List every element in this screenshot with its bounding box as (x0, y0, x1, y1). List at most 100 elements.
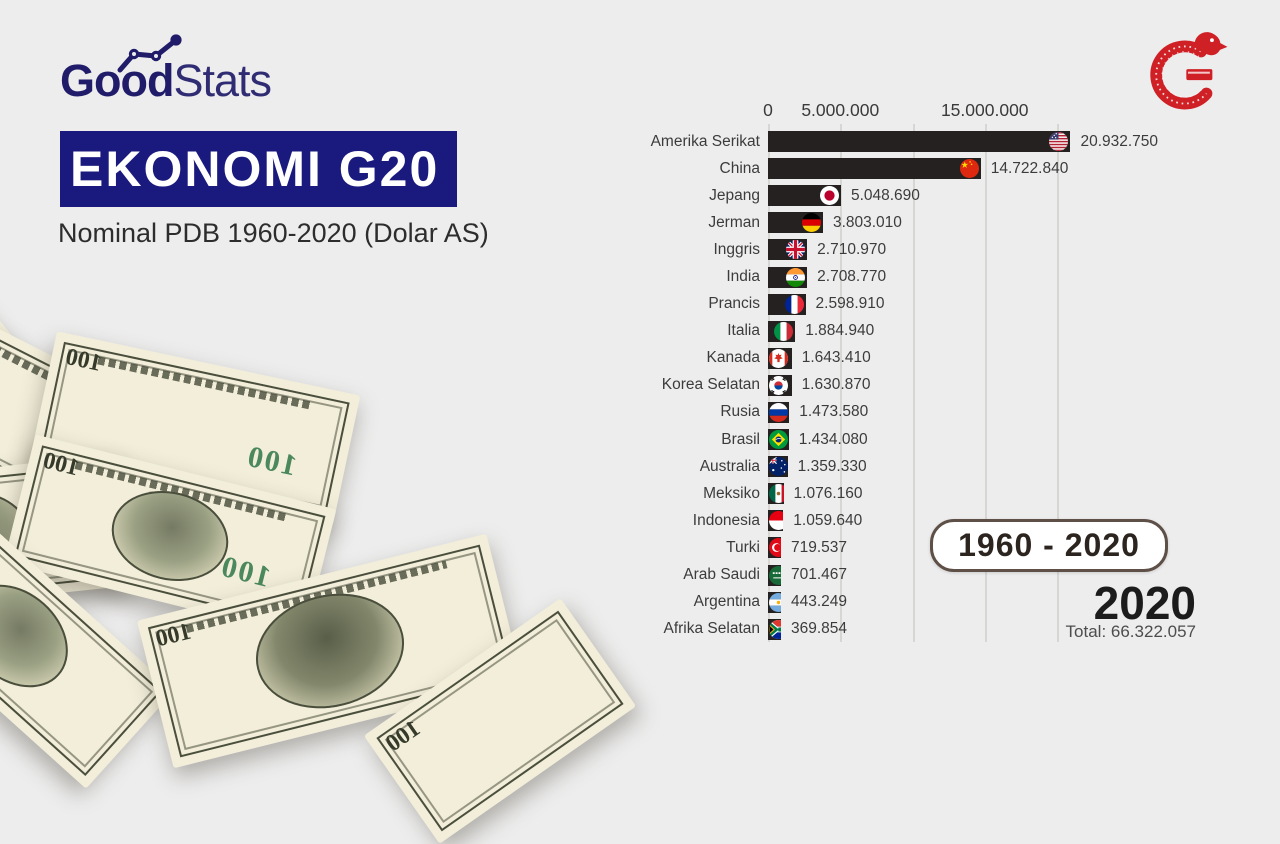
bar-prancis (768, 293, 806, 315)
dollar-bill: 100 100 (3, 434, 337, 638)
country-label: Jepang (709, 186, 760, 204)
flag-inggris-icon (786, 240, 806, 260)
value-label: 14.722.840 (990, 159, 1069, 177)
value-label: 701.467 (791, 566, 848, 584)
value-label: 1.059.640 (793, 511, 863, 529)
bar-row-brasil: Brasil 1.434.080 (560, 426, 1250, 453)
value-label: 3.803.010 (832, 213, 902, 231)
value-label: 5.048.690 (850, 186, 920, 204)
bar-row-prancis: Prancis 2.598.910 (560, 291, 1250, 318)
country-label: Korea Selatan (661, 376, 760, 394)
dollar-bill: 100 (0, 454, 132, 618)
axis-tick-label: 15.000.000 (940, 100, 1029, 120)
logo-text-light: Stats (173, 55, 272, 106)
country-label: Brasil (721, 430, 760, 448)
bar-row-argentina: Argentina 443.249 (560, 589, 1250, 616)
gridline (912, 124, 915, 642)
dollar-bill: 100 100 (29, 331, 361, 525)
bar-row-kanada: Kanada 1.643.410 (560, 345, 1250, 372)
country-label: India (726, 268, 760, 286)
goodstats-logo: GoodStats (60, 55, 272, 106)
bar-afrika-selatan (768, 618, 781, 640)
bar-amerika-serikat (768, 131, 1071, 153)
bill-denomination: 100 (94, 459, 156, 512)
bar-row-australia: Australia 1.359.330 (560, 453, 1250, 480)
bar-india (768, 266, 808, 288)
bar-argentina (768, 591, 781, 613)
value-label: 1.884.940 (805, 322, 875, 340)
bill-denomination: 100 (77, 552, 117, 582)
bar-row-india: India 2.708.770 (560, 263, 1250, 290)
bar-jepang (768, 185, 841, 207)
gridline (840, 124, 843, 642)
flag-turki-icon (769, 538, 781, 558)
bar-row-meksiko: Meksiko 1.076.160 (560, 480, 1250, 507)
flag-amerika-serikat-icon (1049, 132, 1069, 152)
country-label: Kanada (706, 349, 760, 367)
value-label: 1.473.580 (799, 403, 869, 421)
bill-denomination: 100 (63, 343, 104, 377)
dollar-bill: 100 100 (0, 304, 229, 564)
flag-china-icon (959, 159, 979, 179)
value-label: 369.854 (791, 620, 848, 638)
value-label: 2.708.770 (817, 268, 887, 286)
value-label: 1.359.330 (797, 457, 867, 475)
country-label: Afrika Selatan (663, 620, 761, 638)
flag-jerman-icon (801, 213, 821, 233)
current-year: 2020 (1093, 577, 1196, 629)
flag-italia-icon (774, 321, 794, 341)
dollar-bill: 100 (0, 483, 175, 789)
bar-row-korea-selatan: Korea Selatan 1.630.870 (560, 372, 1250, 399)
country-label: Inggris (713, 240, 760, 258)
bar-row-amerika-serikat: Amerika Serikat 20.932.750 (560, 128, 1250, 155)
bar-indonesia (768, 510, 784, 532)
bill-denomination: 100 (466, 650, 508, 685)
value-label: 1.643.410 (801, 349, 871, 367)
logo-text-bold: Good (60, 55, 174, 106)
bar-row-jerman: Jerman 3.803.010 (560, 209, 1250, 236)
trend-line-icon (117, 34, 182, 73)
bar-jerman (768, 212, 823, 234)
bar-row-china: China 14.722.840 (560, 155, 1250, 182)
flag-brasil-icon (769, 430, 788, 450)
garuda-g-logo-icon (1150, 32, 1228, 110)
value-label: 2.598.910 (815, 295, 885, 313)
bill-denomination: 100 (0, 497, 38, 543)
country-label: Rusia (720, 403, 760, 421)
bill-denomination: 100 (242, 439, 300, 483)
bill-denomination: 100 (152, 618, 195, 653)
bar-rusia (768, 401, 790, 423)
value-label: 20.932.750 (1080, 132, 1159, 150)
country-label: Arab Saudi (683, 566, 760, 584)
bar-australia (768, 456, 788, 478)
dollar-bill: 100 100 (0, 233, 123, 559)
bar-row-rusia: Rusia 1.473.580 (560, 399, 1250, 426)
value-label: 719.537 (791, 538, 848, 556)
page-title: EKONOMI G20 (60, 131, 458, 207)
flag-kanada-icon (769, 348, 788, 368)
flag-jepang-icon (819, 186, 839, 206)
country-label: Argentina (693, 593, 760, 611)
country-label: Australia (699, 457, 760, 475)
bar-chart: Amerika Serikat 20.932.750 China 14.722.… (560, 128, 1250, 643)
bar-arab-saudi (768, 564, 781, 586)
flag-india-icon (786, 267, 806, 287)
value-label: 1.434.080 (798, 430, 868, 448)
x-axis: 0 5.000.000 15.000.000 (763, 100, 1248, 120)
value-label: 1.076.160 (793, 484, 863, 502)
flag-afrika-selatan-icon (769, 619, 781, 639)
bar-row-jepang: Jepang 5.048.690 (560, 182, 1250, 209)
bar-kanada (768, 347, 792, 369)
flag-korea-selatan-icon (769, 375, 788, 395)
country-label: Meksiko (703, 484, 760, 502)
flag-indonesia-icon (769, 511, 784, 531)
country-label: Amerika Serikat (650, 132, 760, 150)
country-label: Jerman (708, 213, 760, 231)
flag-meksiko-icon (769, 484, 784, 504)
gridline (1057, 124, 1059, 642)
bar-row-turki: Turki 719.537 (560, 534, 1250, 561)
gridline (984, 124, 987, 642)
dollar-bill: 100 100 (136, 533, 524, 769)
country-label: China (719, 159, 761, 177)
bar-row-arab-saudi: Arab Saudi 701.467 (560, 562, 1250, 589)
